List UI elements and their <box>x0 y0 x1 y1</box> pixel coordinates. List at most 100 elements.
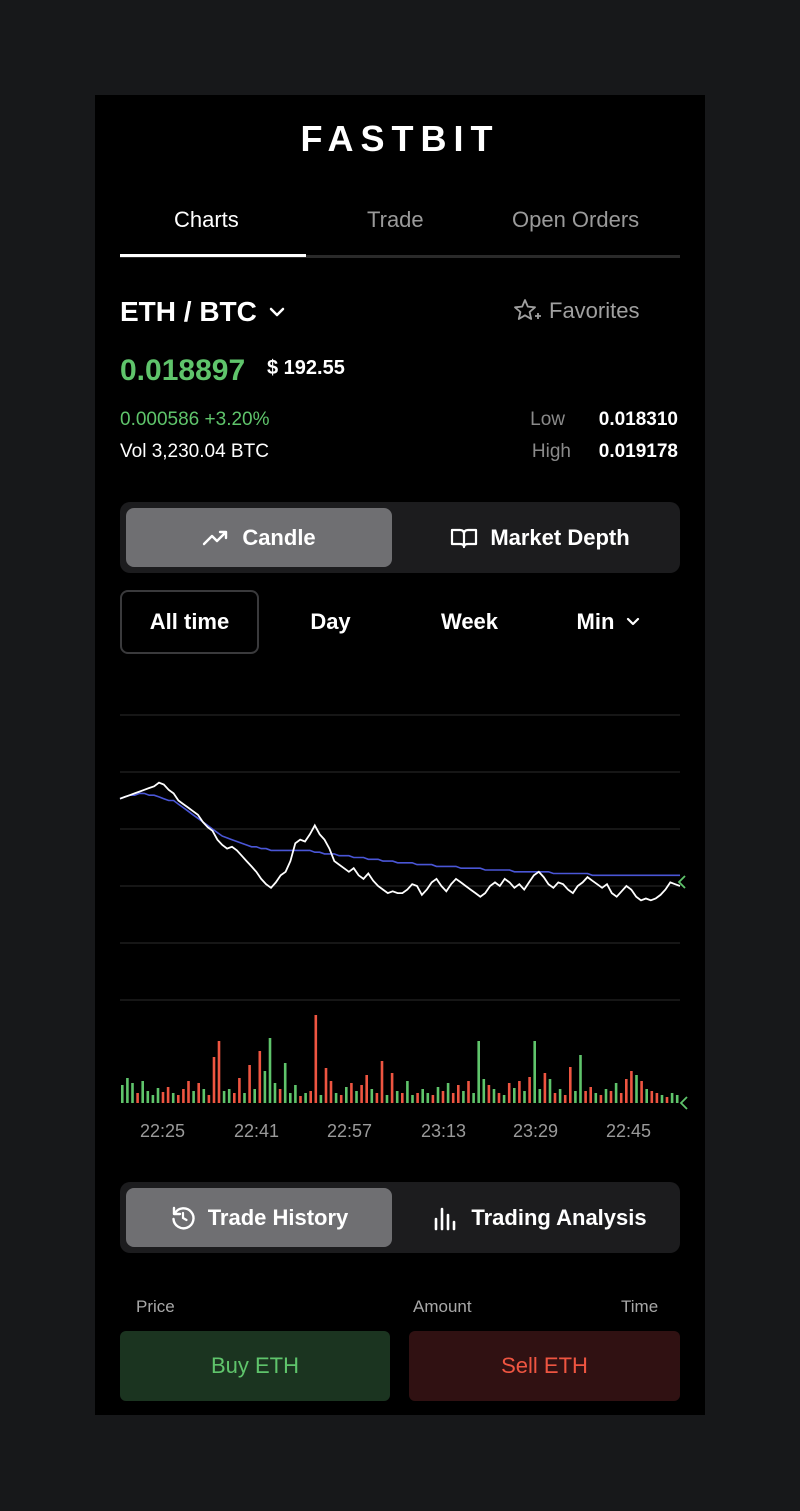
volume-bar <box>467 1081 470 1103</box>
volume-bar <box>121 1085 124 1103</box>
volume-bar <box>355 1091 358 1103</box>
volume-bar <box>263 1071 267 1103</box>
price-chart[interactable] <box>119 695 690 1110</box>
market-depth-button[interactable]: Market Depth <box>406 508 674 567</box>
volume-bar <box>660 1095 664 1103</box>
x-tick-label: 22:41 <box>234 1121 280 1141</box>
x-tick-label: 22:57 <box>327 1121 373 1141</box>
volume-bar <box>339 1095 343 1103</box>
chart-mode-toggle: Candle Market Depth <box>120 502 680 573</box>
volume-bar <box>385 1095 389 1103</box>
volume-bar <box>457 1085 460 1103</box>
candle-button[interactable]: Candle <box>126 508 392 567</box>
volume-bar <box>161 1092 165 1103</box>
volume-bar <box>675 1095 679 1103</box>
volume-bar <box>497 1093 501 1103</box>
sell-button[interactable]: Sell ETH <box>409 1331 680 1401</box>
volume-bar <box>345 1087 348 1103</box>
volume-bar <box>238 1078 241 1103</box>
column-time: Time <box>621 1297 659 1316</box>
volume-bar <box>253 1089 256 1103</box>
volume-bar <box>273 1083 277 1103</box>
volume-bar <box>289 1093 292 1103</box>
x-tick-label: 23:29 <box>513 1121 559 1141</box>
volume-bar <box>614 1083 618 1103</box>
brand-logo: FASTBIT <box>300 118 500 159</box>
trade-history-button[interactable]: Trade History <box>126 1188 392 1247</box>
volume-bar <box>472 1093 475 1103</box>
volume-bar <box>243 1093 246 1103</box>
history-icon <box>171 1206 195 1229</box>
column-price: Price <box>136 1297 175 1316</box>
volume-bars <box>121 1015 679 1103</box>
volume-bar <box>217 1041 221 1103</box>
volume-bar <box>548 1079 552 1103</box>
volume-bar <box>146 1091 150 1103</box>
range-all-time[interactable]: All time <box>120 590 259 654</box>
volume-bar <box>558 1089 562 1103</box>
volume-bar <box>380 1061 384 1103</box>
volume-bar <box>569 1067 572 1103</box>
tab-charts[interactable]: Charts <box>174 207 239 232</box>
volume-bar <box>441 1091 445 1103</box>
average-line <box>119 792 680 877</box>
volume-bar <box>171 1093 175 1103</box>
high-label: High <box>531 441 571 462</box>
volume-bar <box>416 1093 419 1103</box>
volume-bar <box>574 1091 577 1103</box>
volume-bar <box>492 1089 496 1103</box>
range-min-dropdown[interactable]: Min <box>539 590 680 654</box>
volume-bar <box>502 1095 506 1103</box>
volume-bar <box>451 1093 455 1103</box>
favorites-button[interactable]: Favorites <box>513 298 639 324</box>
volume-bar <box>390 1073 394 1103</box>
volume-bar <box>141 1081 144 1103</box>
chevron-down-icon <box>269 307 285 317</box>
chart-grid <box>120 714 680 1001</box>
tab-trade[interactable]: Trade <box>367 207 424 232</box>
volume-bar <box>283 1063 287 1103</box>
x-tick-label: 22:45 <box>606 1121 652 1141</box>
volume-bar <box>406 1081 409 1103</box>
volume-bar <box>329 1081 333 1103</box>
market-depth-label: Market Depth <box>490 524 630 550</box>
history-mode-toggle: Trade History Trading Analysis <box>120 1182 680 1253</box>
volume-bar <box>436 1087 440 1103</box>
volume-bar <box>304 1093 307 1103</box>
volume-bar <box>131 1083 134 1103</box>
volume-bar <box>538 1089 542 1103</box>
volume-bar <box>411 1095 414 1103</box>
volume-bar <box>640 1081 643 1103</box>
volume-bar <box>431 1095 435 1103</box>
trading-analysis-button[interactable]: Trading Analysis <box>406 1188 674 1247</box>
volume-bar <box>197 1083 200 1103</box>
volume-bar <box>528 1077 531 1103</box>
buy-button[interactable]: Buy ETH <box>120 1331 390 1401</box>
volume-bar <box>507 1083 511 1103</box>
star-plus-icon <box>514 299 541 320</box>
volume-bar <box>533 1041 536 1103</box>
range-day[interactable]: Day <box>310 609 351 634</box>
favorites-label: Favorites <box>549 298 640 323</box>
range-week[interactable]: Week <box>440 609 499 634</box>
pair-selector[interactable]: ETH / BTC <box>120 296 287 328</box>
volume-bar <box>151 1095 155 1103</box>
volume-bar <box>309 1091 312 1103</box>
volume-bar <box>324 1068 328 1103</box>
volume-bar <box>212 1057 216 1103</box>
volume-bar <box>553 1093 557 1103</box>
volume-bar <box>207 1095 211 1103</box>
volume-bar <box>543 1073 547 1103</box>
x-tick-label: 23:13 <box>421 1121 467 1141</box>
low-label: Low <box>530 409 565 430</box>
candle-label: Candle <box>242 524 316 550</box>
volume-bar <box>594 1093 598 1103</box>
book-open-icon <box>451 528 478 548</box>
volume-bar <box>477 1041 480 1103</box>
volume-bar <box>314 1015 318 1103</box>
volume-bar <box>182 1089 185 1103</box>
volume-bar <box>401 1093 404 1103</box>
volume-bar <box>258 1051 262 1103</box>
tab-open-orders[interactable]: Open Orders <box>512 207 640 232</box>
pair-label: ETH / BTC <box>120 296 257 327</box>
